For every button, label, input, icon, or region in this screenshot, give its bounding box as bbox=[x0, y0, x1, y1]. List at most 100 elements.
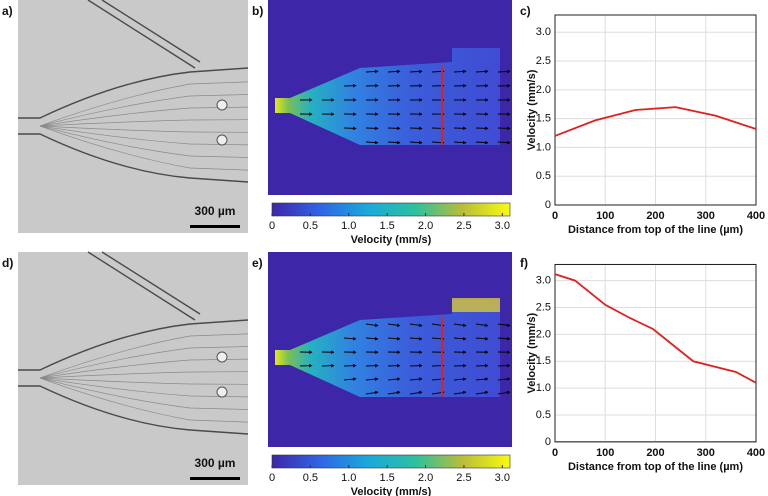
flow-arrow bbox=[453, 323, 467, 328]
y-tick-label: 0 bbox=[545, 436, 551, 448]
plot-border bbox=[554, 263, 757, 443]
streak bbox=[39, 346, 249, 379]
colorbar bbox=[271, 454, 511, 469]
bubble bbox=[216, 386, 228, 398]
flow-arrow bbox=[409, 377, 423, 381]
streak bbox=[39, 125, 249, 171]
colorbar-tick-label: 1.0 bbox=[341, 472, 356, 484]
flow-arrow bbox=[497, 323, 511, 328]
side-channel bbox=[87, 0, 201, 69]
micrograph: 300 µm d) bbox=[2, 251, 249, 485]
panel-label: b) bbox=[252, 4, 263, 18]
flow-arrow bbox=[497, 377, 511, 381]
x-tick-label: 0 bbox=[552, 447, 558, 459]
bubble bbox=[216, 134, 228, 146]
flow-arrow bbox=[453, 140, 467, 145]
channel-wall bbox=[18, 385, 249, 435]
y-tick-label: 1.0 bbox=[536, 382, 551, 394]
y-tick-label: 0 bbox=[545, 199, 551, 211]
scale-bar bbox=[190, 225, 240, 228]
bubble bbox=[216, 351, 228, 363]
x-axis-label: Distance from top of the line (µm) bbox=[568, 224, 743, 236]
flow-arrow bbox=[497, 336, 511, 341]
flow-arrow bbox=[409, 336, 423, 341]
micrograph: 300 µm a) bbox=[2, 0, 249, 233]
streak bbox=[39, 358, 249, 379]
streak bbox=[39, 94, 249, 127]
flow-arrow bbox=[475, 69, 489, 74]
micrograph-bg bbox=[18, 252, 248, 485]
y-tick-label: 1.5 bbox=[536, 113, 551, 125]
x-tick-label: 400 bbox=[747, 447, 765, 459]
x-tick-label: 200 bbox=[646, 210, 664, 222]
streak bbox=[39, 106, 249, 127]
flow-arrow bbox=[497, 140, 511, 145]
streak bbox=[39, 371, 249, 379]
y-tick-label: 3.0 bbox=[536, 26, 551, 38]
flow-arrow bbox=[365, 390, 379, 395]
flow-arrow bbox=[497, 69, 511, 74]
sim-hot bbox=[452, 298, 500, 312]
flow-arrow bbox=[409, 323, 423, 328]
y-tick-label: 3.0 bbox=[536, 275, 551, 287]
panel-label: d) bbox=[2, 256, 13, 270]
x-axis-label: Distance from top of the line (µm) bbox=[568, 461, 743, 473]
flow-arrow bbox=[343, 336, 357, 341]
flow-arrow bbox=[365, 377, 379, 381]
colorbar-tick-label: 0.5 bbox=[303, 472, 318, 484]
flow-arrow bbox=[475, 323, 489, 328]
streak bbox=[39, 377, 249, 423]
flow-arrow bbox=[475, 377, 489, 381]
simulation: e) bbox=[252, 252, 512, 447]
panel-label: f) bbox=[520, 256, 528, 270]
scale-bar-label: 300 µm bbox=[195, 456, 236, 470]
colorbar-tick-label: 0 bbox=[269, 472, 275, 484]
panel-label: e) bbox=[252, 256, 263, 270]
y-tick-label: 2.5 bbox=[536, 301, 551, 313]
bubble bbox=[216, 99, 228, 111]
y-tick-label: 2.5 bbox=[536, 55, 551, 67]
x-tick-label: 300 bbox=[697, 210, 715, 222]
x-tick-label: 200 bbox=[646, 447, 664, 459]
streak bbox=[39, 125, 249, 158]
flow-arrow bbox=[387, 69, 401, 74]
flow-arrow bbox=[387, 377, 401, 381]
streak bbox=[39, 377, 249, 385]
data-line bbox=[554, 273, 757, 384]
y-tick-label: 1.5 bbox=[536, 355, 551, 367]
panel-label: a) bbox=[2, 4, 13, 18]
colorbar-tick-label: 2.0 bbox=[418, 472, 433, 484]
streak bbox=[39, 119, 249, 127]
colorbar-tick-label: 0 bbox=[269, 220, 275, 232]
channel-wall bbox=[18, 319, 249, 371]
flow-arrow bbox=[475, 140, 489, 145]
flow-arrow bbox=[409, 69, 423, 74]
flow-arrow bbox=[387, 140, 401, 145]
flow-arrow bbox=[453, 390, 467, 395]
flow-arrow bbox=[409, 140, 423, 145]
flow-arrow bbox=[365, 323, 379, 328]
streak bbox=[39, 81, 249, 127]
y-tick-label: 2.0 bbox=[536, 84, 551, 96]
simulation: b) bbox=[252, 0, 512, 195]
y-tick-label: 2.0 bbox=[536, 328, 551, 340]
y-axis-label: Velocity (mm/s) bbox=[526, 69, 538, 150]
colorbar-tick-label: 3.0 bbox=[495, 472, 510, 484]
flow-arrow bbox=[475, 390, 489, 395]
streak bbox=[39, 125, 249, 133]
flow-arrow bbox=[343, 377, 357, 381]
flow-arrow bbox=[497, 390, 511, 395]
flow-arrow bbox=[365, 336, 379, 341]
panel-label: c) bbox=[520, 4, 531, 18]
y-tick-label: 0.5 bbox=[536, 170, 551, 182]
flow-arrow bbox=[475, 336, 489, 341]
x-tick-label: 400 bbox=[747, 210, 765, 222]
flow-arrow bbox=[453, 69, 467, 74]
y-tick-label: 0.5 bbox=[536, 409, 551, 421]
y-axis-label: Velocity (mm/s) bbox=[526, 312, 538, 393]
x-tick-label: 300 bbox=[697, 447, 715, 459]
flow-arrow bbox=[453, 377, 467, 381]
streak bbox=[39, 125, 249, 146]
flow-arrow bbox=[387, 323, 401, 328]
